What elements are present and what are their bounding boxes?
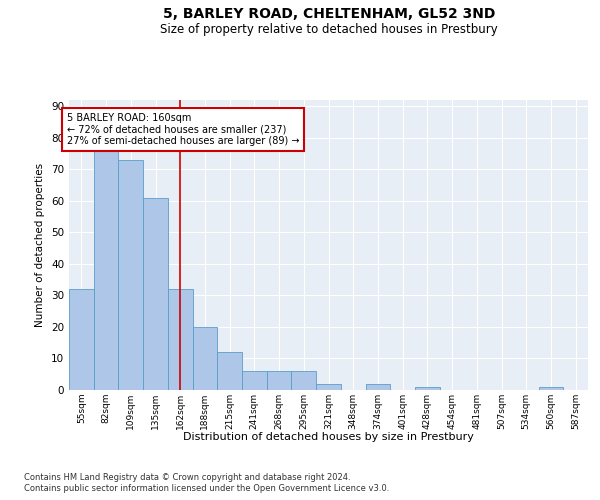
Bar [168,289,193,390]
Bar [217,352,242,390]
Bar [242,371,267,390]
Text: Distribution of detached houses by size in Prestbury: Distribution of detached houses by size … [184,432,474,442]
Text: Contains public sector information licensed under the Open Government Licence v3: Contains public sector information licen… [24,484,389,493]
Bar [267,371,292,390]
Bar [539,387,563,390]
Text: 5, BARLEY ROAD, CHELTENHAM, GL52 3ND: 5, BARLEY ROAD, CHELTENHAM, GL52 3ND [163,8,495,22]
Y-axis label: Number of detached properties: Number of detached properties [35,163,46,327]
Bar [118,160,143,390]
Bar [193,327,217,390]
Text: Size of property relative to detached houses in Prestbury: Size of property relative to detached ho… [160,22,497,36]
Bar [365,384,390,390]
Text: Contains HM Land Registry data © Crown copyright and database right 2024.: Contains HM Land Registry data © Crown c… [24,472,350,482]
Bar [94,150,118,390]
Bar [292,371,316,390]
Text: 5 BARLEY ROAD: 160sqm
← 72% of detached houses are smaller (237)
27% of semi-det: 5 BARLEY ROAD: 160sqm ← 72% of detached … [67,112,299,146]
Bar [69,289,94,390]
Bar [143,198,168,390]
Bar [415,387,440,390]
Bar [316,384,341,390]
